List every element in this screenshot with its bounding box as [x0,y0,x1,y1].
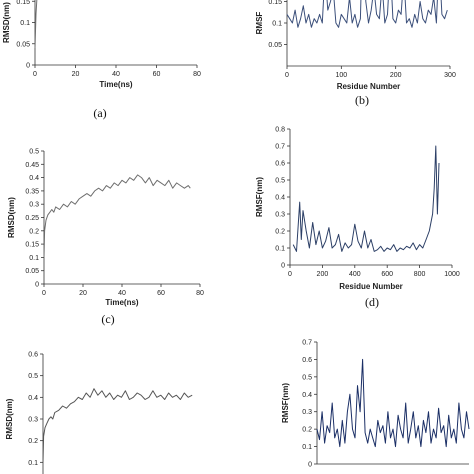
chart-panel-d: 0 0.1 0.2 0.3 0.4 0.5 0.6 0.7 0.8 0 200 400 600 800 10… [255,127,460,310]
y-axis-title: RMSD(nm) [5,398,14,439]
series-line-c-0 [43,174,191,258]
series-line-b-0 [286,0,448,28]
x-tick-label: 20 [72,71,80,78]
x-tick-label: 0 [285,72,289,79]
panel-label: (c) [101,312,114,326]
y-tick-label: 0.05 [16,41,30,48]
y-tick-label: 0.7 [302,340,312,347]
series-line-f-0 [316,358,470,448]
y-tick-label: 0 [35,282,39,289]
y-tick-label: 0.3 [302,409,312,416]
y-tick-label: 0.4 [29,175,39,182]
y-tick-label: 0.2 [29,228,39,235]
chart-panel-f: 0 0.1 0.2 0.3 0.4 0.5 0.6 0.7 RMSF(nm) [281,340,470,469]
y-tick-label: 0.3 [29,202,39,209]
x-tick-label: 0 [42,290,46,297]
chart-panel-e: 0.1 0.2 0.3 0.4 0.5 0.6 RMSD(nm) [5,352,193,474]
y-tick-label: 0.4 [28,395,38,402]
x-tick-label: 800 [414,271,426,278]
y-tick-label: 0.1 [28,460,38,467]
chart-panel-c: 0 0.05 0.1 0.15 0.2 0.25 0.3 0.35 0.4 0.45 0.5 0 20 4… [7,149,204,327]
x-axis-title: Time(ns) [99,80,133,89]
y-axis-title: RMSD(nm) [7,197,16,238]
x-tick-label: 40 [118,290,126,297]
y-tick-label: 0.6 [302,357,312,364]
y-tick-label: 0.05 [268,42,282,49]
x-tick-label: 200 [317,271,329,278]
y-tick-label: 0 [281,263,285,270]
y-tick-label: 0.6 [275,161,285,168]
x-tick-label: 40 [112,71,120,78]
y-tick-label: 0.5 [28,373,38,380]
y-axis-title: RMSF(nm) [281,383,290,423]
x-axis-title: Residue Number [339,282,403,291]
panel-label: (a) [93,106,106,120]
x-tick-label: 20 [79,290,87,297]
y-tick-label: 0.15 [16,0,30,6]
y-tick-label: 0.2 [28,438,38,445]
x-tick-label: 80 [196,290,204,297]
y-axis-title: RMSF(nm) [255,177,264,217]
x-tick-label: 60 [157,290,165,297]
x-tick-label: 400 [349,271,361,278]
panel-label: (b) [355,93,369,107]
y-tick-label: 0.1 [302,444,312,451]
y-tick-label: 0.05 [25,268,39,275]
y-tick-label: 0.5 [29,149,39,156]
y-tick-label: 0.35 [25,188,39,195]
y-tick-label: 0.3 [28,417,38,424]
y-tick-label: 0.15 [268,0,282,6]
y-tick-label: 0.6 [28,352,38,359]
y-tick-label: 0 [308,462,312,469]
series-line-d-0 [292,145,440,252]
y-tick-label: 0.45 [25,162,39,169]
y-tick-label: 0.1 [272,21,282,28]
chart-panel-b: 0.05 0.1 0.15 0 100 200 300 RMSF Residue Number (… [255,0,456,107]
x-tick-label: 100 [335,72,347,79]
y-tick-label: 0.5 [275,178,285,185]
x-tick-label: 80 [193,71,201,78]
x-tick-label: 1000 [444,271,460,278]
x-axis-title: Residue Number [337,82,401,91]
chart-panel-a: 0 0.05 0.1 0.15 0 20 40 60 80 RMSD(nm) Time(ns) (a) [2,0,201,120]
y-tick-label: 0.2 [275,229,285,236]
panel-label: (d) [365,295,379,309]
y-tick-label: 0.4 [302,392,312,399]
x-tick-label: 200 [390,72,402,79]
x-tick-label: 600 [381,271,393,278]
y-tick-label: 0.1 [20,20,30,27]
series-line-e-0 [42,388,193,463]
y-axis-title: RMSD(nm) [2,2,11,43]
y-tick-label: 0.25 [25,215,39,222]
y-tick-label: 0.1 [275,246,285,253]
y-tick-label: 0.5 [302,374,312,381]
y-tick-label: 0.15 [25,242,39,249]
series-line-a-0 [34,0,38,49]
y-tick-label: 0.4 [275,195,285,202]
y-tick-label: 0.7 [275,144,285,151]
y-tick-label: 0.3 [275,212,285,219]
x-tick-label: 60 [153,71,161,78]
x-tick-label: 300 [444,72,456,79]
y-tick-label: 0.8 [275,127,285,134]
x-tick-label: 0 [288,271,292,278]
x-tick-label: 0 [33,71,37,78]
y-tick-label: 0.2 [302,427,312,434]
x-axis-title: Time(ns) [105,298,139,307]
y-tick-label: 0.1 [29,255,39,262]
y-tick-label: 0 [26,63,30,70]
y-axis-title: RMSF [255,12,264,35]
